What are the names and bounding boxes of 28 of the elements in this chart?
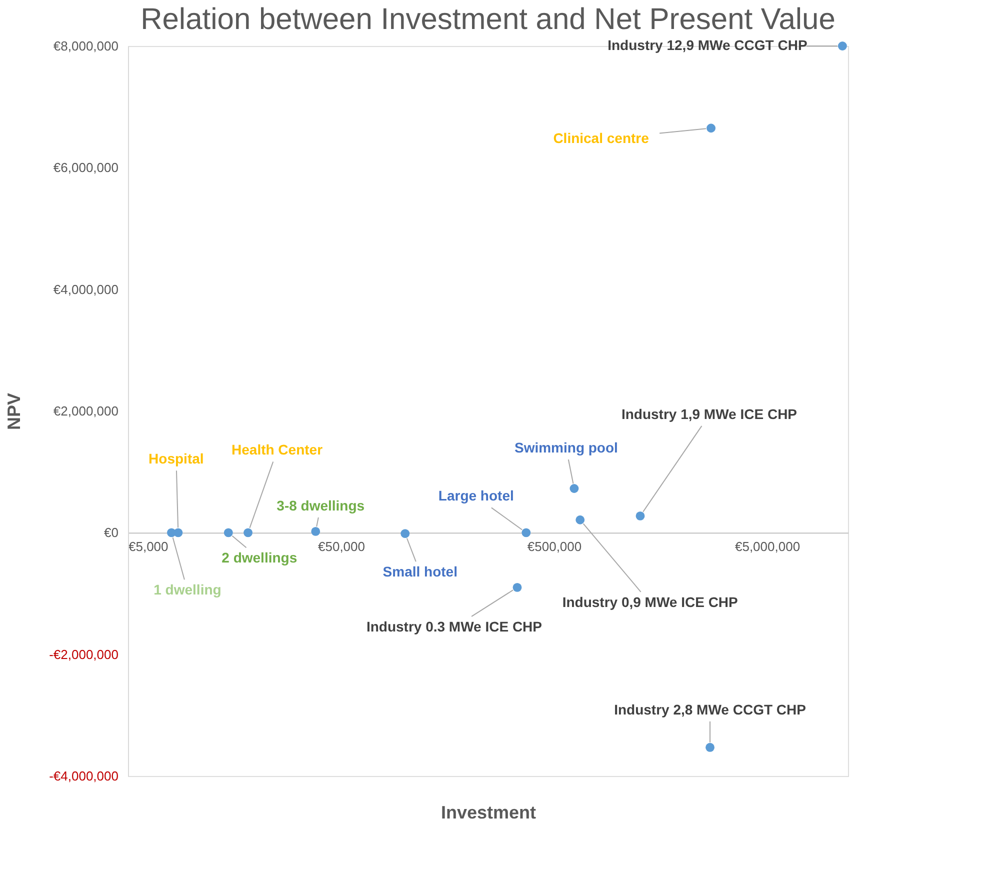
y-tick-label: €0 (104, 525, 118, 540)
annotation: Industry 0,9 MWe ICE CHP (562, 594, 738, 610)
annotation: Large hotel (438, 488, 514, 504)
annotation: Clinical centre (553, 130, 650, 146)
y-tick-label: -€4,000,000 (49, 768, 118, 784)
chart-title: Relation between Investment and Net Present Value (140, 3, 836, 36)
x-tick-label: €500,000 (527, 539, 582, 554)
y-tick-label: €6,000,000 (53, 160, 118, 176)
annotation: Hospital (148, 450, 204, 467)
y-tick-label: €8,000,000 (53, 38, 118, 54)
annotation: 1 dwelling (154, 582, 222, 598)
annotation: 3-8 dwellings (276, 497, 365, 514)
y-tick-label: €4,000,000 (53, 282, 118, 297)
y-tick-label: -€2,000,000 (49, 646, 118, 662)
annotation: Swimming pool (514, 440, 618, 456)
annotation: 2 dwellings (222, 550, 298, 566)
annotation: Industry 0.3 MWe ICE CHP (366, 618, 542, 634)
annotation: Industry 12,9 MWe CCGT CHP (608, 37, 808, 53)
x-tick-label: €5,000 (128, 539, 168, 554)
annotation: Small hotel (382, 564, 458, 580)
annotation: Industry 1,9 MWe ICE CHP (621, 406, 798, 422)
y-axis-title: NPV (4, 392, 24, 430)
annotation: Industry 2,8 MWe CCGT CHP (614, 701, 806, 718)
x-tick-label: €5,000,000 (734, 539, 800, 554)
y-tick-label: €2,000,000 (53, 404, 118, 418)
annotation: Health Center (232, 442, 324, 458)
x-axis-title: Investment (440, 802, 536, 822)
x-tick-label: €50,000 (318, 539, 366, 554)
